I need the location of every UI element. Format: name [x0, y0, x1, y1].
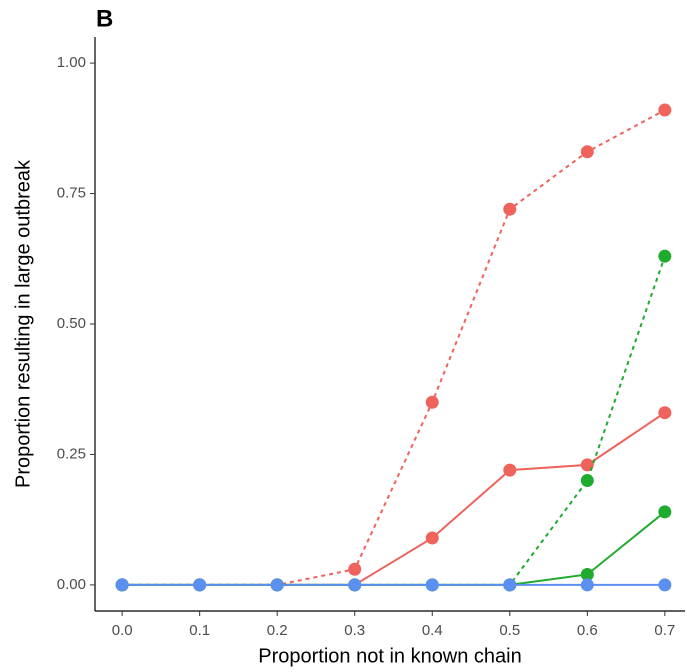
point: [580, 578, 594, 592]
point: [348, 578, 362, 592]
point: [425, 578, 439, 592]
point: [503, 202, 517, 216]
y-axis-title: Proportion resulting in large outbreak: [12, 159, 34, 488]
x-tick-label: 0.6: [577, 622, 598, 639]
x-tick-label: 0.4: [422, 622, 443, 639]
series-line: [122, 109, 666, 586]
x-tick-label: 0.5: [499, 622, 520, 639]
y-tick-label: 0.25: [57, 445, 86, 462]
point: [348, 562, 362, 576]
point: [425, 395, 439, 409]
point: [580, 567, 594, 581]
point: [580, 474, 594, 488]
point: [580, 145, 594, 159]
series-line: [122, 411, 666, 586]
point: [193, 578, 207, 592]
panel-label: B: [96, 5, 113, 32]
y-tick-label: 0.00: [57, 576, 86, 593]
point: [425, 531, 439, 545]
point: [658, 406, 672, 420]
point: [503, 578, 517, 592]
x-tick-label: 0.0: [112, 622, 133, 639]
series-line: [122, 255, 666, 586]
point: [658, 103, 672, 117]
point: [658, 505, 672, 519]
x-axis-title: Proportion not in known chain: [258, 645, 522, 667]
point: [115, 578, 129, 592]
point: [658, 249, 672, 263]
point: [270, 578, 284, 592]
point: [658, 578, 672, 592]
x-tick-label: 0.7: [654, 622, 675, 639]
y-tick-label: 0.75: [57, 185, 86, 202]
x-tick-label: 0.2: [267, 622, 288, 639]
y-tick-label: 1.00: [57, 54, 86, 71]
x-tick-label: 0.1: [189, 622, 210, 639]
y-tick-label: 0.50: [57, 315, 86, 332]
point: [503, 463, 517, 477]
x-tick-label: 0.3: [344, 622, 365, 639]
